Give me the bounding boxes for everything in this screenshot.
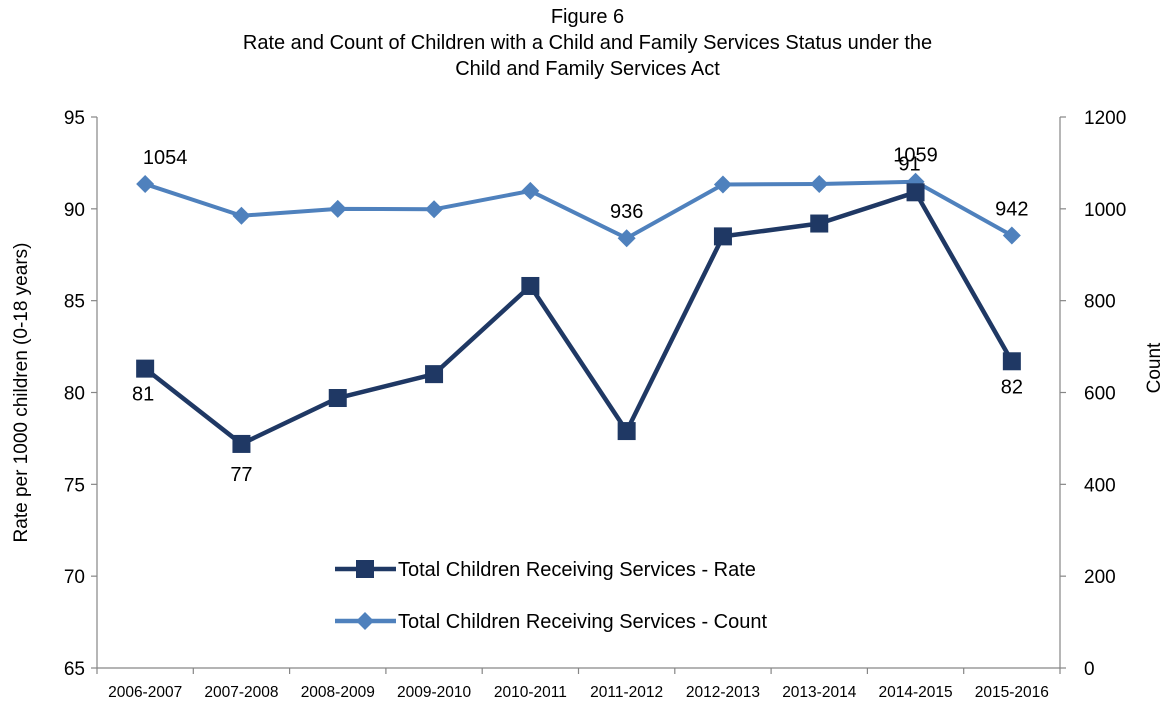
data-point-diamond [232,206,251,225]
data-point-square [1002,352,1021,371]
y-left-tick-label: 65 [64,659,85,680]
data-label: 1054 [143,147,188,169]
y-right-tick-label: 200 [1084,567,1116,588]
axes: 65 70 75 80 85 90 95 0 200 400 600 800 1000 1200 2006-… [11,108,1165,701]
legend-label: Total Children Receiving Services - Coun… [398,611,767,633]
y-right-tick-label: 600 [1084,384,1116,405]
data-point-square [521,276,540,295]
series-count [136,172,1021,248]
series-rate [136,183,1021,453]
data-point-square [425,365,444,384]
y-left-tick-label: 95 [64,108,85,129]
legend: Total Children Receiving Services - Rate… [335,559,767,633]
x-tick-label: 2007-2008 [204,684,278,701]
series-line [144,179,1013,241]
y-axis-left-title: Rate per 1000 children (0-18 years) [11,243,32,543]
chart-title-line-1: Figure 6 [550,6,625,28]
x-tick-label: 2010-2011 [494,684,567,701]
legend-entry-count: Total Children Receiving Services - Coun… [335,611,767,633]
y-left-tick-label: 85 [64,292,85,313]
data-point-square [356,560,374,578]
x-tick-label: 2011-2012 [590,684,663,701]
data-label: 77 [230,464,252,486]
series-line [143,190,1014,447]
data-point-square [617,422,636,441]
data-point-diamond [617,229,636,248]
y-right-tick-label: 1000 [1084,200,1126,221]
legend-label: Total Children Receiving Services - Rate [398,559,756,581]
data-point-diamond [1002,226,1021,245]
y-left-tick-label: 80 [64,384,85,405]
data-point-square [906,183,925,202]
series-layer [136,172,1021,453]
y-left-tick-label: 90 [64,200,85,221]
data-point-diamond [713,175,732,194]
chart-title-line-3: Child and Family Services Act [455,58,720,80]
data-point-square [713,227,732,246]
y-left-tick-label: 70 [64,567,85,588]
data-label: 91 [898,153,920,175]
data-point-square [232,434,251,453]
data-labels: 81 77 91 82 1054 936 1059 942 [132,145,1029,486]
y-right-tick-label: 0 [1084,659,1095,680]
x-tick-label: 2015-2016 [975,684,1049,701]
data-point-diamond [810,175,829,194]
y-axis-right-title: Count [1144,342,1165,393]
data-point-diamond [136,175,155,194]
chart-title: Figure 6 Rate and Count of Children with… [0,4,1175,82]
x-tick-label: 2006-2007 [108,684,182,701]
data-point-square [136,359,155,378]
data-label: 936 [610,201,643,223]
legend-entry-rate: Total Children Receiving Services - Rate [335,559,756,581]
data-point-diamond [521,181,540,200]
x-tick-label: 2012-2013 [686,684,760,701]
x-tick-label: 2009-2010 [397,684,472,701]
x-tick-label: 2014-2015 [878,684,952,701]
data-label: 1059 [893,145,938,167]
y-left-tick-label: 75 [64,475,85,496]
x-tick-label: 2008-2009 [301,684,375,701]
data-point-diamond [328,199,347,218]
data-point-square [328,389,347,408]
y-right-tick-label: 800 [1084,292,1116,313]
data-point-diamond [425,200,444,219]
data-label: 82 [1001,376,1023,398]
x-tick-label: 2013-2014 [782,684,857,701]
data-label: 81 [132,384,154,406]
y-right-tick-label: 400 [1084,475,1116,496]
data-label: 942 [995,198,1028,220]
y-right-tick-label: 1200 [1084,108,1126,129]
data-point-square [810,214,829,233]
chart-title-line-2: Rate and Count of Children with a Child … [242,32,933,54]
data-point-diamond [356,612,374,630]
